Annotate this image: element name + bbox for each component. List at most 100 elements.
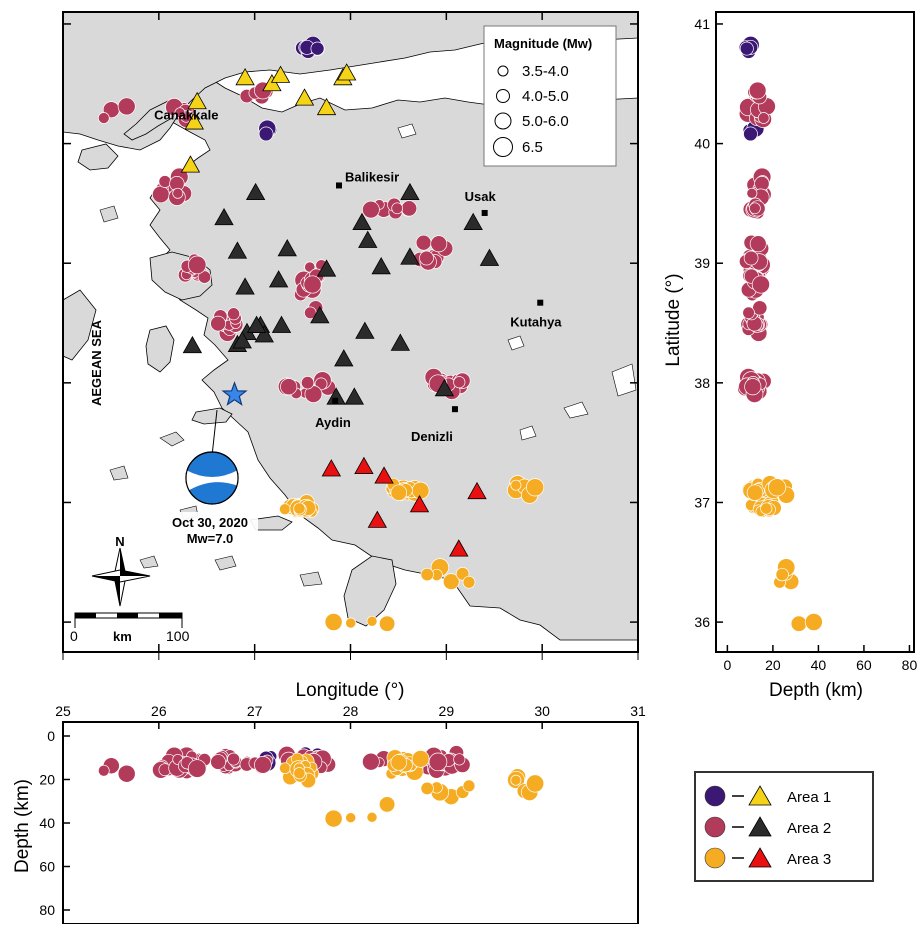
station-triangle-icon xyxy=(270,65,291,83)
station-triangle-icon xyxy=(367,510,388,528)
depth-latitude-panel: 36 37 38 39 40 41 0 20 40 60 80 Depth (km) Latitud… xyxy=(663,11,918,701)
longitude-depth-panel: 25 26 27 28 29 30 31 0 20 40 60 80 Depth (km) xyxy=(12,703,646,925)
lake xyxy=(611,363,637,397)
longitude-depth-ticks: 25 26 27 28 29 30 31 0 20 40 60 80 xyxy=(39,703,646,918)
small-island xyxy=(99,205,119,223)
mainshock-label-box xyxy=(163,512,258,548)
event-circle xyxy=(279,762,291,775)
station-triangle-icon xyxy=(355,321,375,339)
longitude-tick-label: 31 xyxy=(630,703,646,719)
event-circle xyxy=(97,112,110,124)
station-triangle-icon xyxy=(316,259,337,277)
focal-mechanism-beachball-icon xyxy=(185,451,239,505)
city-layer: Canakkale Balikesir Usak Kutahya Aydin Denizl… xyxy=(154,108,562,445)
event-circle xyxy=(757,112,770,124)
event-circle xyxy=(227,752,241,766)
event-circle xyxy=(453,376,466,389)
scale-unit-label: km xyxy=(113,629,132,644)
station-triangle-icon xyxy=(463,212,483,230)
area-legend-triangle-icon xyxy=(748,785,772,806)
mainshock-group: Oct 30, 2020 Mw=7.0 xyxy=(163,381,258,548)
event-circle xyxy=(310,41,325,56)
scale-min-label: 0 xyxy=(70,628,78,644)
event-circle xyxy=(746,187,758,199)
longitude-tick-label: 29 xyxy=(439,703,455,719)
event-circle xyxy=(345,812,357,824)
scale-bar: 0 km 100 xyxy=(70,612,190,644)
event-circle xyxy=(744,378,762,396)
latitude-tick-label: 39 xyxy=(694,255,710,271)
event-circle xyxy=(749,202,761,215)
depth-tick-label: 0 xyxy=(47,728,55,744)
depth-latitude-events xyxy=(737,35,823,632)
sea-label: AEGEAN SEA xyxy=(89,319,104,406)
mainshock-date-label: Oct 30, 2020 xyxy=(172,515,248,530)
event-circle xyxy=(510,479,522,491)
small-island xyxy=(139,555,159,569)
area-legend-circle-icon xyxy=(704,816,726,838)
lake xyxy=(397,123,417,139)
event-circle xyxy=(378,615,396,632)
area-legend: Area 1 Area 2 Area 3 xyxy=(694,771,874,882)
event-circle xyxy=(746,484,764,501)
depth-latitude-xlabel: Depth (km) xyxy=(769,680,863,701)
depth-tick-label: 80 xyxy=(902,657,918,673)
station-triangle-icon xyxy=(352,212,372,230)
event-circle xyxy=(411,481,430,500)
event-circle xyxy=(158,175,172,188)
event-circle xyxy=(751,275,770,294)
event-circle xyxy=(187,255,207,275)
small-island xyxy=(299,571,323,587)
mainshock-leader-line xyxy=(211,409,218,457)
rhodes-island xyxy=(343,555,397,627)
event-circle xyxy=(187,759,207,778)
area-legend-triangle-icon xyxy=(748,847,772,868)
event-circle xyxy=(739,41,754,56)
lake xyxy=(563,401,589,419)
station-triangle-icon xyxy=(409,495,430,513)
station-triangle-icon xyxy=(182,335,203,354)
magnitude-legend-item: 3.5-4.0 xyxy=(522,63,569,80)
event-circle xyxy=(197,270,212,284)
city-marker-icon xyxy=(537,299,544,306)
event-circle xyxy=(749,235,767,253)
latitude-tick-label: 37 xyxy=(694,494,710,510)
event-circle xyxy=(526,478,545,497)
event-circle xyxy=(775,567,789,582)
event-circle xyxy=(401,200,418,217)
station-triangle-icon xyxy=(227,241,248,259)
depth-tick-label: 40 xyxy=(39,815,55,831)
event-circle xyxy=(210,754,226,770)
event-circle xyxy=(419,250,434,266)
event-circle xyxy=(366,615,378,627)
latitude-tick-label: 38 xyxy=(694,375,710,391)
event-circle xyxy=(748,81,767,100)
event-circle xyxy=(742,306,755,320)
event-circle xyxy=(324,809,343,828)
station-triangle-icon xyxy=(235,277,255,295)
station-triangle-icon xyxy=(358,230,378,248)
event-circle xyxy=(117,97,136,116)
small-island xyxy=(159,431,185,447)
magnitude-legend-item: 4.0-5.0 xyxy=(522,88,569,105)
event-circle xyxy=(752,300,768,316)
station-triangle-icon xyxy=(449,539,469,557)
event-circle xyxy=(293,767,306,780)
depth-tick-label: 0 xyxy=(723,657,731,673)
event-circle xyxy=(362,752,380,771)
magnitude-legend-item: 5.0-6.0 xyxy=(522,113,569,130)
longitude-depth-ylabel: Depth (km) xyxy=(12,779,33,873)
event-circle xyxy=(390,754,408,771)
depth-tick-label: 20 xyxy=(39,772,55,788)
longitude-tick-label: 26 xyxy=(151,703,167,719)
station-triangle-icon xyxy=(316,97,337,116)
station-triangle-icon xyxy=(467,481,487,500)
city-label: Canakkale xyxy=(154,108,218,123)
magnitude-legend: Magnitude (Mw) 3.5-4.0 4.0-5.0 5.0-6.0 6… xyxy=(483,25,617,167)
station-triangle-icon xyxy=(334,349,354,367)
map-panel: Canakkale Balikesir Usak Kutahya Aydin Denizl… xyxy=(62,11,639,660)
event-circle xyxy=(97,764,110,777)
station-triangle-icon xyxy=(180,155,201,173)
event-circle xyxy=(378,796,396,813)
station-triangle-icon xyxy=(246,315,267,333)
